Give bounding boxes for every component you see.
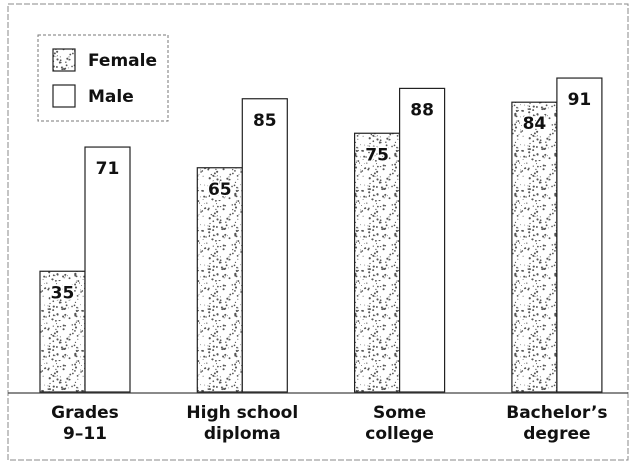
value-label: 91 <box>568 90 592 110</box>
x-tick-label: college <box>365 424 434 444</box>
bar <box>354 132 401 393</box>
bar <box>84 146 131 393</box>
x-tick-label: 9–11 <box>63 424 107 444</box>
legend-label: Female <box>88 51 157 71</box>
x-tick-label: Some <box>373 403 426 423</box>
x-tick-label: degree <box>523 424 590 444</box>
bar <box>39 270 86 393</box>
value-label: 35 <box>51 283 75 303</box>
legend-swatch <box>52 84 76 108</box>
value-label: 75 <box>365 145 389 165</box>
bar <box>241 98 288 393</box>
legend-swatch <box>52 48 76 72</box>
bar <box>399 87 446 393</box>
value-label: 88 <box>410 100 434 120</box>
value-label: 65 <box>208 180 232 200</box>
bar <box>196 167 243 393</box>
frame <box>7 3 629 461</box>
x-tick-label: High school <box>186 403 298 423</box>
x-tick-label: Grades <box>51 403 119 423</box>
legend-box <box>37 34 169 122</box>
legend-label: Male <box>88 87 134 107</box>
x-tick-label: diploma <box>204 424 281 444</box>
x-tick-label: Bachelor’s <box>506 403 607 423</box>
bar <box>511 101 558 393</box>
bar <box>556 77 603 393</box>
value-label: 84 <box>523 114 547 134</box>
value-label: 85 <box>253 111 277 131</box>
legend: Female Male <box>37 34 169 122</box>
value-label: 71 <box>96 159 120 179</box>
